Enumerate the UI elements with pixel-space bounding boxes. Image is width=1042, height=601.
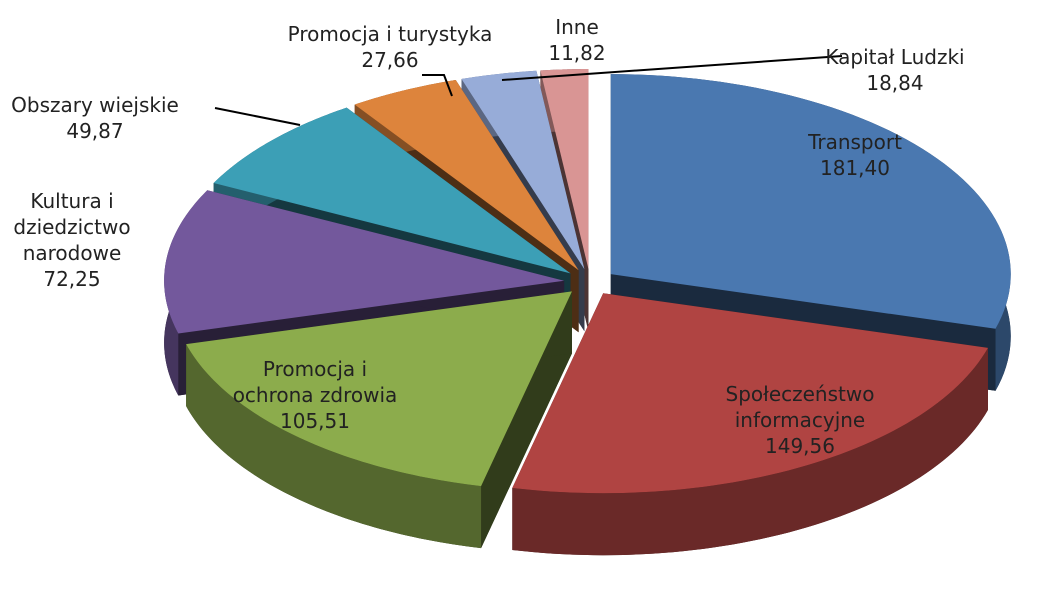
value-label: 49,87 — [66, 119, 124, 143]
value-label: 27,66 — [361, 48, 419, 72]
slice — [186, 291, 572, 487]
value-label: 181,40 — [820, 156, 890, 180]
category-label: Obszary wiejskie — [11, 93, 179, 117]
slice — [540, 69, 589, 270]
slice — [354, 79, 579, 271]
data-label: Kultura i dziedzictwo narodowe 72,25 — [7, 188, 137, 292]
slice — [461, 70, 585, 270]
slice — [164, 190, 565, 334]
slice — [213, 107, 571, 274]
category-label: Kultura i dziedzictwo narodowe — [13, 189, 131, 265]
data-label: Promocja i turystyka 27,66 — [260, 21, 520, 73]
category-label: Inne — [555, 15, 599, 39]
data-label: Obszary wiejskie 49,87 — [0, 92, 215, 144]
value-label: 18,84 — [866, 71, 924, 95]
slice — [610, 74, 1011, 329]
category-label: Społeczeństwo informacyjne — [725, 382, 875, 432]
data-label: Kapitał Ludzki 18,84 — [795, 44, 995, 96]
category-label: Promocja i turystyka — [287, 22, 493, 46]
data-label: Inne 11,82 — [527, 14, 627, 66]
data-label: Transport 181,40 — [755, 129, 955, 181]
value-label: 149,56 — [765, 434, 835, 458]
category-label: Transport — [808, 130, 902, 154]
slice — [512, 293, 988, 494]
slice-wall — [512, 347, 988, 556]
slice-wall — [186, 344, 482, 549]
category-label: Promocja i ochrona zdrowia — [232, 357, 398, 407]
data-label: Społeczeństwo informacyjne 149,56 — [705, 381, 895, 459]
category-label: Kapitał Ludzki — [825, 45, 965, 69]
value-label: 11,82 — [548, 41, 606, 65]
pie — [164, 69, 1011, 556]
leader-line — [501, 55, 843, 81]
value-label: 72,25 — [43, 267, 101, 291]
leader-line — [422, 74, 453, 97]
value-label: 105,51 — [280, 409, 350, 433]
data-label: Promocja i ochrona zdrowia 105,51 — [220, 356, 410, 434]
leader-line — [214, 107, 301, 126]
